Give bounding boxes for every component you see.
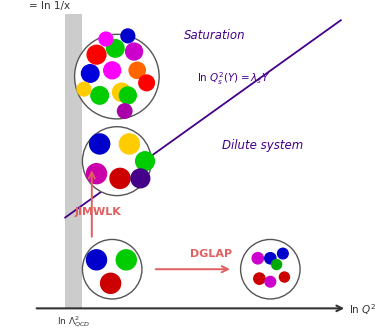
Circle shape bbox=[120, 87, 136, 104]
Circle shape bbox=[82, 239, 142, 299]
Text: ln $Q_s^2(Y) = \lambda_s Y$: ln $Q_s^2(Y) = \lambda_s Y$ bbox=[197, 70, 270, 87]
Circle shape bbox=[265, 253, 276, 264]
Circle shape bbox=[87, 164, 107, 184]
Circle shape bbox=[82, 127, 151, 196]
Text: ln $Q^2$: ln $Q^2$ bbox=[349, 303, 376, 317]
Circle shape bbox=[77, 82, 91, 96]
Circle shape bbox=[107, 40, 124, 57]
Circle shape bbox=[87, 250, 107, 270]
Text: = ln 1/x: = ln 1/x bbox=[29, 1, 70, 11]
Circle shape bbox=[104, 62, 121, 79]
Circle shape bbox=[110, 168, 130, 188]
Circle shape bbox=[265, 277, 275, 287]
Circle shape bbox=[121, 29, 135, 43]
Circle shape bbox=[279, 272, 289, 282]
Circle shape bbox=[74, 34, 159, 119]
Circle shape bbox=[113, 83, 131, 101]
Circle shape bbox=[254, 273, 265, 284]
Circle shape bbox=[131, 169, 150, 188]
Circle shape bbox=[81, 65, 99, 82]
Circle shape bbox=[126, 43, 142, 60]
Circle shape bbox=[99, 32, 113, 46]
Circle shape bbox=[252, 253, 263, 264]
Circle shape bbox=[277, 248, 288, 259]
Text: DGLAP: DGLAP bbox=[191, 248, 232, 259]
Circle shape bbox=[139, 75, 154, 91]
Circle shape bbox=[100, 273, 121, 293]
Circle shape bbox=[129, 62, 146, 78]
Circle shape bbox=[120, 134, 139, 154]
Circle shape bbox=[116, 250, 136, 270]
Circle shape bbox=[272, 260, 282, 270]
Circle shape bbox=[241, 239, 300, 299]
Text: Dilute system: Dilute system bbox=[222, 139, 303, 152]
Circle shape bbox=[136, 152, 154, 171]
Circle shape bbox=[91, 87, 108, 104]
Circle shape bbox=[90, 134, 110, 154]
Text: Saturation: Saturation bbox=[184, 29, 246, 42]
Text: ln $\Lambda^2_{QCD}$: ln $\Lambda^2_{QCD}$ bbox=[57, 315, 91, 330]
Circle shape bbox=[118, 104, 132, 118]
Circle shape bbox=[87, 45, 106, 64]
Text: JIMWLK: JIMWLK bbox=[74, 206, 121, 216]
Bar bbox=[65, 14, 82, 308]
